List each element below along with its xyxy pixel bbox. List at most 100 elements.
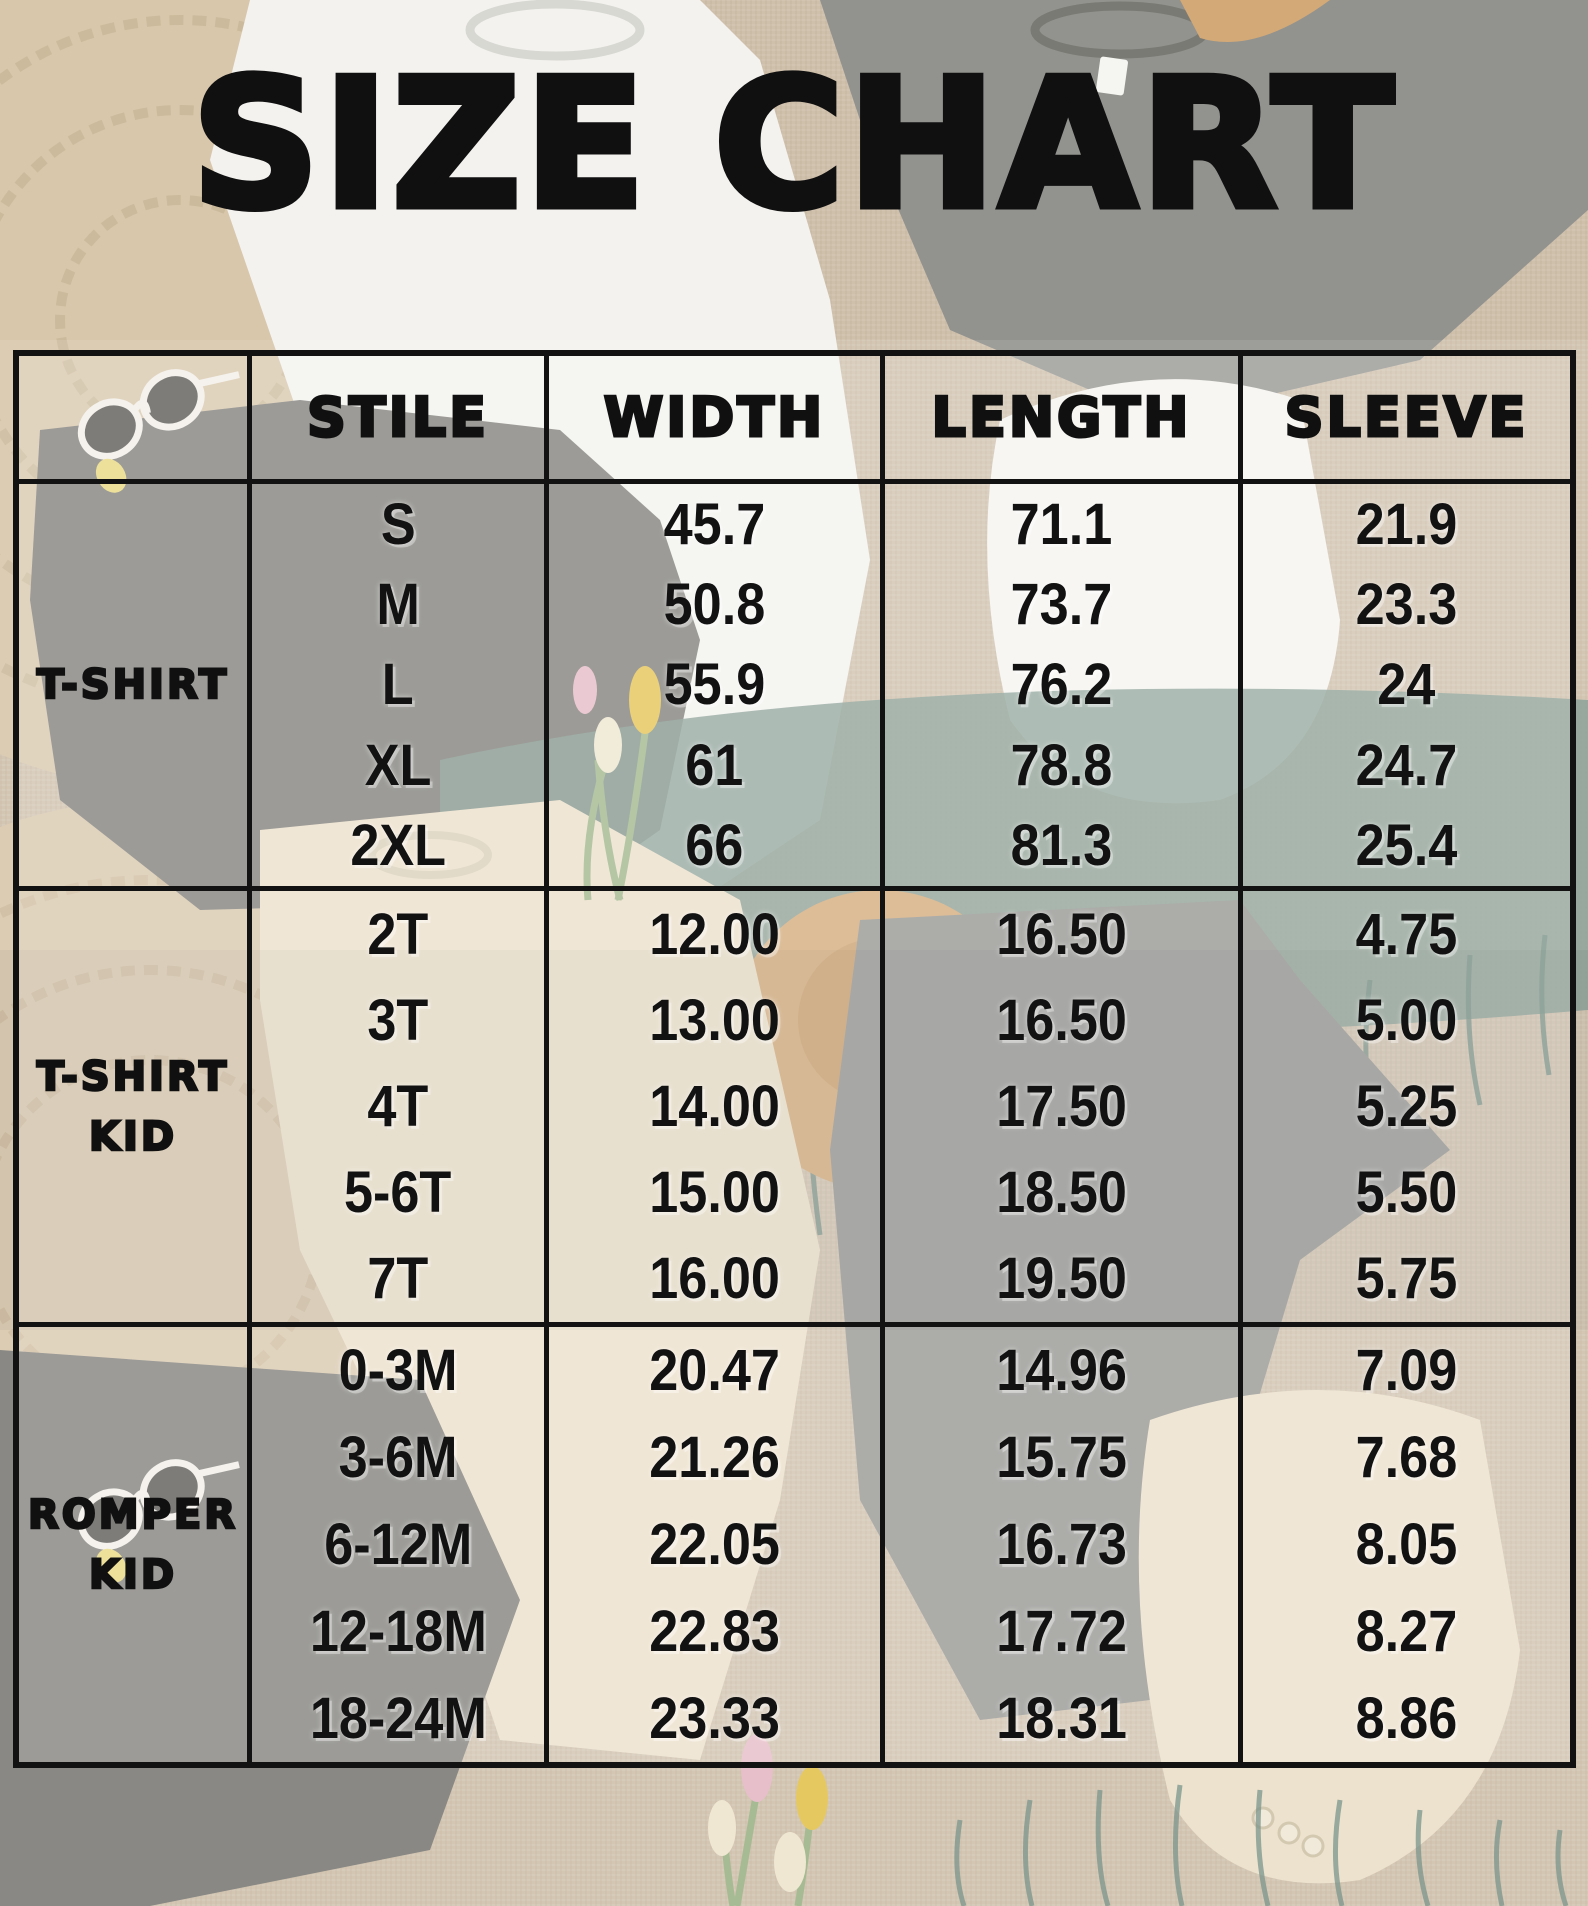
width-value: 45.7 — [663, 491, 766, 557]
tshirt-width-column: 45.7 50.8 55.9 61 66 — [544, 479, 880, 886]
length-value: 71.1 — [1010, 491, 1113, 557]
header-cell-width: WIDTH — [544, 356, 880, 479]
group-label-romper-kid: ROMPER KID — [19, 1322, 247, 1762]
romper-kid-width-column: 20.47 21.26 22.05 22.83 23.33 — [544, 1322, 880, 1762]
size-value: 3-6M — [338, 1425, 458, 1490]
group-label-tshirt-kid: T-SHIRT KID — [19, 886, 247, 1322]
header-label-width: WIDTH — [602, 385, 826, 451]
header-cell-length: LENGTH — [880, 356, 1238, 479]
width-value: 22.05 — [649, 1512, 780, 1577]
length-value: 17.72 — [996, 1599, 1127, 1664]
romper-kid-length-column: 14.96 15.75 16.73 17.72 18.31 — [880, 1322, 1238, 1762]
size-table: STILE WIDTH LENGTH SLEEVE T-SHIRT S M L … — [13, 350, 1576, 1768]
tshirt-sleeve-column: 21.9 23.3 24 24.7 25.4 — [1238, 479, 1570, 886]
size-value: 7T — [367, 1246, 429, 1312]
length-value: 19.50 — [996, 1246, 1127, 1312]
length-value: 15.75 — [996, 1425, 1127, 1490]
romper-kid-sleeve-column: 7.09 7.68 8.05 8.27 8.86 — [1238, 1322, 1570, 1762]
sleeve-value: 5.00 — [1355, 987, 1458, 1053]
sleeve-value: 23.3 — [1355, 572, 1458, 638]
size-value: 4T — [367, 1073, 429, 1139]
width-value: 55.9 — [663, 652, 766, 718]
width-value: 15.00 — [649, 1160, 780, 1226]
page-title: SIZE CHART — [188, 41, 1397, 248]
tshirt-kid-length-column: 16.50 16.50 17.50 18.50 19.50 — [880, 886, 1238, 1322]
sleeve-value: 8.05 — [1355, 1512, 1458, 1577]
size-value: 2XL — [350, 813, 446, 879]
size-value: 0-3M — [338, 1338, 458, 1403]
length-value: 17.50 — [996, 1073, 1127, 1139]
tshirt-kid-width-column: 12.00 13.00 14.00 15.00 16.00 — [544, 886, 880, 1322]
header-cell-blank — [19, 356, 247, 479]
sleeve-value: 5.75 — [1355, 1246, 1458, 1312]
straw-hat-corner — [1180, 0, 1330, 43]
sunglasses-photo-bottom — [77, 1459, 240, 1583]
neck-tag — [1096, 56, 1128, 96]
tshirt-size-column: S M L XL 2XL — [247, 479, 544, 886]
width-value: 50.8 — [663, 572, 766, 638]
group-label-tshirt: T-SHIRT — [19, 479, 247, 886]
size-value: S — [380, 491, 416, 557]
size-value: XL — [364, 732, 432, 798]
sleeve-value: 7.68 — [1355, 1425, 1458, 1490]
bottom-scarf-fringe — [954, 1784, 1569, 1906]
size-value: 18-24M — [309, 1686, 487, 1751]
cream-kid-tshirt-photo — [260, 800, 820, 1760]
length-value: 16.73 — [996, 1512, 1127, 1577]
width-value: 16.00 — [649, 1246, 780, 1312]
sleeve-value: 5.50 — [1355, 1160, 1458, 1226]
sleeve-value: 7.09 — [1355, 1338, 1458, 1403]
sleeve-value: 8.86 — [1355, 1686, 1458, 1751]
size-value: 12-18M — [309, 1599, 487, 1664]
white-tshirt-collar — [465, 0, 645, 61]
width-value: 14.00 — [649, 1073, 780, 1139]
tshirt-kid-sleeve-column: 4.75 5.00 5.25 5.50 5.75 — [1238, 886, 1570, 1322]
kid-tshirt-collar — [368, 831, 492, 879]
length-value: 16.50 — [996, 987, 1127, 1053]
header-cell-stile: STILE — [247, 356, 544, 479]
width-value: 66 — [685, 813, 744, 879]
length-value: 73.7 — [1010, 572, 1113, 638]
width-value: 21.26 — [649, 1425, 780, 1490]
romper-kid-size-column: 0-3M 3-6M 6-12M 12-18M 18-24M — [247, 1322, 544, 1762]
size-value: 5-6T — [344, 1160, 452, 1226]
header-label-stile: STILE — [305, 385, 490, 451]
width-value: 23.33 — [649, 1686, 780, 1751]
header-cell-sleeve: SLEEVE — [1238, 356, 1570, 479]
width-value: 12.00 — [649, 901, 780, 967]
sunglasses-photo-top — [77, 369, 240, 493]
length-value: 81.3 — [1010, 813, 1113, 879]
tshirt-kid-size-column: 2T 3T 4T 5-6T 7T — [247, 886, 544, 1322]
tulips-bottom-photo — [708, 1734, 828, 1906]
length-value: 18.31 — [996, 1686, 1127, 1751]
sleeve-value: 25.4 — [1355, 813, 1458, 879]
length-value: 14.96 — [996, 1338, 1127, 1403]
gray-kid-tshirt-photo — [830, 900, 1450, 1720]
header-label-length: LENGTH — [930, 385, 1192, 451]
width-value: 61 — [685, 732, 744, 798]
width-value: 20.47 — [649, 1338, 780, 1403]
size-value: 6-12M — [324, 1512, 472, 1577]
size-value: M — [376, 572, 420, 638]
sleeve-value: 4.75 — [1355, 901, 1458, 967]
sleeve-value: 8.27 — [1355, 1599, 1458, 1664]
sleeve-value: 24 — [1377, 652, 1436, 718]
dark-tshirt-photo — [820, 0, 1588, 420]
sleeve-value: 5.25 — [1355, 1073, 1458, 1139]
size-value: L — [382, 652, 414, 718]
length-value: 16.50 — [996, 901, 1127, 967]
size-value: 2T — [367, 901, 429, 967]
cream-romper-photo — [1138, 1390, 1520, 1884]
size-value: 3T — [367, 987, 429, 1053]
width-value: 13.00 — [649, 987, 780, 1053]
width-value: 22.83 — [649, 1599, 780, 1664]
sleeve-value: 24.7 — [1355, 732, 1458, 798]
tshirt-length-column: 71.1 73.7 76.2 78.8 81.3 — [880, 479, 1238, 886]
length-value: 18.50 — [996, 1160, 1127, 1226]
header-label-sleeve: SLEEVE — [1283, 385, 1529, 451]
length-value: 76.2 — [1010, 652, 1113, 718]
sleeve-value: 21.9 — [1355, 491, 1458, 557]
length-value: 78.8 — [1010, 732, 1113, 798]
tulips-photo — [573, 666, 661, 901]
